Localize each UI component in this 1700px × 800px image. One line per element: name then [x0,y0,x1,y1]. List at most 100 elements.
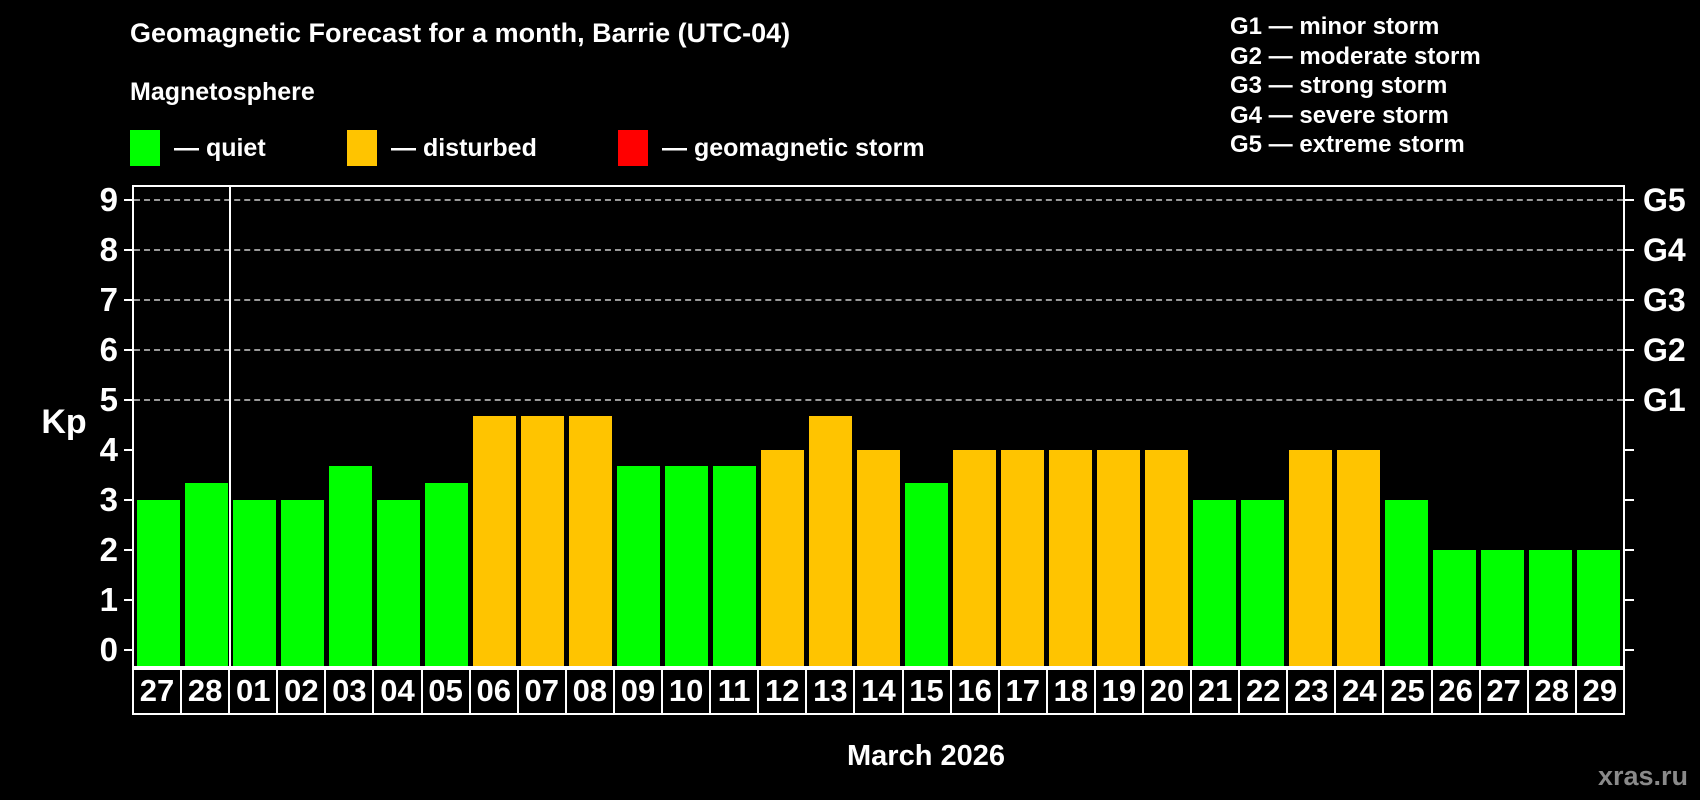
g-level-label-g2: G2 [1643,331,1686,368]
bar-day-28 [1529,549,1573,666]
g-scale-item-g5: G5 — extreme storm [1230,131,1465,158]
date-cell-17: 17 [997,668,1048,715]
date-cell-28-prev: 28 [180,668,231,715]
legend-label-quiet: — quiet [174,133,266,162]
y-tick-label-2: 2 [99,530,118,568]
bar-day-09 [616,466,660,666]
bar-day-21 [1193,499,1237,666]
y-tick-label-7: 7 [99,280,118,318]
date-cell-19: 19 [1093,668,1144,715]
bar-day-14 [856,449,900,666]
y-tick-label-3: 3 [99,480,118,518]
g-level-label-g3: G3 [1643,281,1686,318]
y-tick-0 [124,648,132,651]
gridline-kp8 [134,248,1623,251]
bar-day-27 [1481,549,1525,666]
right-tick-2 [1625,548,1634,551]
gridline-kp6 [134,348,1623,351]
y-tick-label-1: 1 [99,580,118,618]
legend-item-storm: — geomagnetic storm [618,130,925,166]
bar-day-17 [1001,449,1045,666]
storm-color-swatch [618,130,648,166]
y-tick-3 [124,498,132,501]
date-cell-15: 15 [901,668,952,715]
bar-day-06 [472,416,516,666]
bar-day-08 [568,416,612,666]
bar-day-20 [1145,449,1189,666]
month-separator-line [229,187,232,666]
kp-axis-label: Kp [41,402,87,441]
date-cell-21: 21 [1190,668,1241,715]
date-cell-05: 05 [420,668,471,715]
right-tick-6 [1625,348,1634,351]
y-tick-label-6: 6 [99,330,118,368]
legend-label-disturbed: — disturbed [391,133,537,162]
bar-day-02 [280,499,324,666]
watermark: xras.ru [1597,761,1688,791]
y-tick-label-5: 5 [99,380,118,418]
legend-label-storm: — geomagnetic storm [662,133,925,162]
date-cell-02: 02 [276,668,327,715]
bar-day-16 [953,449,997,666]
g-level-label-g1: G1 [1643,381,1686,418]
date-cell-22: 22 [1238,668,1289,715]
date-cell-27-prev: 27 [132,668,183,715]
right-tick-1 [1625,598,1634,601]
legend-item-quiet: — quiet [130,130,266,166]
g-scale-item-g4: G4 — severe storm [1230,101,1449,129]
bar-day-28 [184,483,228,666]
bar-day-13 [808,416,852,666]
y-tick-label-9: 9 [99,180,118,218]
y-tick-1 [124,598,132,601]
bar-day-05 [424,483,468,666]
bar-day-19 [1097,449,1141,666]
bar-day-10 [664,466,708,666]
bar-day-22 [1241,499,1285,666]
bar-day-01 [232,499,276,666]
date-cell-01: 01 [228,668,279,715]
right-tick-5 [1625,398,1634,401]
date-cell-10: 10 [661,668,712,715]
magnetosphere-label: Magnetosphere [130,78,315,106]
date-cell-16: 16 [949,668,1000,715]
bar-day-04 [376,499,420,666]
date-cell-09: 09 [612,668,664,715]
date-cell-14: 14 [853,668,904,715]
gridline-kp7 [134,298,1623,301]
y-tick-8 [124,248,132,251]
y-tick-6 [124,348,132,351]
month-label: March 2026 [847,740,1005,772]
date-cell-13: 13 [805,668,856,715]
y-tick-label-8: 8 [99,230,118,268]
y-tick-9 [124,198,132,201]
legend-item-disturbed: — disturbed [347,130,537,166]
bar-day-29 [1577,549,1621,666]
y-tick-5 [124,398,132,401]
bar-day-15 [905,483,949,666]
bar-day-27 [136,499,180,666]
y-tick-4 [124,448,132,451]
status-legend: — quiet — disturbed — geomagnetic storm [130,130,1130,168]
right-tick-8 [1625,248,1634,251]
page-title: Geomagnetic Forecast for a month, Barrie… [130,18,791,48]
bar-day-26 [1433,549,1477,666]
y-tick-label-0: 0 [99,630,118,668]
y-tick-7 [124,298,132,301]
bar-day-18 [1049,449,1093,666]
date-cell-11: 11 [709,668,760,715]
date-cell-25: 25 [1382,668,1433,715]
g-scale-item-g2: G2 — moderate storm [1230,42,1481,70]
date-cell-29: 29 [1574,668,1625,715]
date-cell-26: 26 [1430,668,1481,715]
gridline-kp9 [134,198,1623,201]
bar-day-23 [1289,449,1333,666]
disturbed-color-swatch [347,130,377,166]
bar-day-25 [1385,499,1429,666]
right-tick-3 [1625,498,1634,501]
date-cell-24: 24 [1334,668,1385,715]
y-tick-2 [124,548,132,551]
bar-day-11 [712,466,756,666]
bar-day-07 [520,416,564,666]
date-cell-23: 23 [1286,668,1337,715]
g-level-label-g4: G4 [1643,231,1686,268]
